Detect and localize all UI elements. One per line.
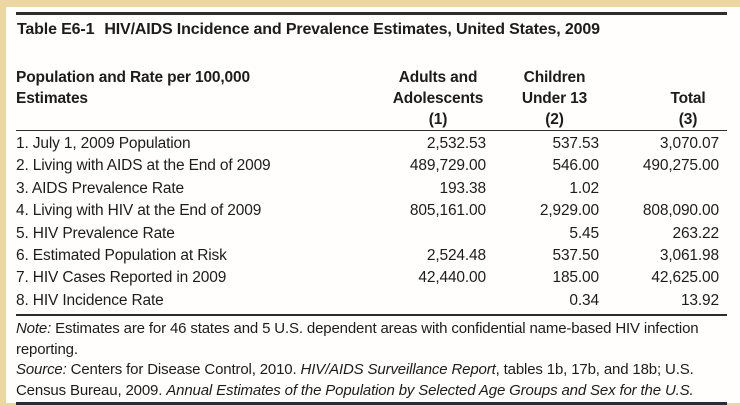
column-header-adults: Adults and Adolescents (1) xyxy=(378,67,498,131)
stub-header: Population and Rate per 100,000 Estimate… xyxy=(16,67,378,131)
cell-adults: 805,161.00 xyxy=(409,202,486,220)
row-label: 8. HIV Incidence Rate xyxy=(16,289,378,317)
row-label: 7. HIV Cases Reported in 2009 xyxy=(16,269,227,287)
cell-children: 5.45 xyxy=(569,224,599,242)
table-row: 1. July 1, 2009 Population 2,532.53 537.… xyxy=(16,131,727,156)
row-label: 6. Estimated Population at Risk xyxy=(16,247,227,265)
cell-children: 546.00 xyxy=(552,157,599,175)
row-label: 1. July 1, 2009 Population xyxy=(16,135,191,152)
row-label: 4. Living with HIV at the End of 2009 xyxy=(16,202,262,220)
table-row: 6. Estimated Population at Risk 2,524.48… xyxy=(16,245,727,267)
cell-adults: 193.38 xyxy=(439,179,486,197)
cell-total: 263.22 xyxy=(672,224,719,242)
row-label: 3. AIDS Prevalence Rate xyxy=(16,179,185,197)
note-prefix: Note: xyxy=(16,320,52,338)
note-paragraph: Note: Estimates are for 46 states and 5 … xyxy=(16,319,727,360)
cell-total: 42,625.00 xyxy=(651,269,719,287)
row-label: 2. Living with AIDS at the End of 2009 xyxy=(16,157,271,175)
table-row: 8. HIV Incidence Rate 0.34 13.92 xyxy=(16,289,727,317)
cell-children: 185.00 xyxy=(552,269,599,287)
cell-children: 0.34 xyxy=(498,289,611,317)
bottom-divider xyxy=(16,402,727,406)
source-italic-title-1: HIV/AIDS Surveillance Report xyxy=(300,361,496,379)
source-prefix: Source: xyxy=(16,361,67,379)
column-header-children: Children Under 13 (2) xyxy=(498,67,611,131)
cell-adults: 42,440.00 xyxy=(418,269,486,287)
table-header: Population and Rate per 100,000 Estimate… xyxy=(16,67,727,131)
top-divider xyxy=(16,12,727,15)
table-row: 3. AIDS Prevalence Rate 193.38 1.02 xyxy=(16,178,727,200)
cell-total xyxy=(611,178,727,200)
table-panel: Table E6-1 HIV/AIDS Incidence and Prevale… xyxy=(6,7,740,406)
cell-total: 3,070.07 xyxy=(659,135,719,152)
table-row: 5. HIV Prevalence Rate 5.45 263.22 xyxy=(16,223,727,245)
cell-adults: 489,729.00 xyxy=(409,157,486,175)
column-header-total: Total (3) xyxy=(611,67,727,131)
row-label: 5. HIV Prevalence Rate xyxy=(16,224,175,242)
source-italic-title-2: Annual Estimates of the Population by Se… xyxy=(166,381,694,399)
cell-adults: 2,524.48 xyxy=(426,247,486,265)
cell-adults xyxy=(378,289,498,317)
source-text-2: , tables 1b, 17b, and 18b; U.S. Census B… xyxy=(16,361,694,399)
cell-children: 2,929.00 xyxy=(539,202,599,220)
table-body: 1. July 1, 2009 Population 2,532.53 537.… xyxy=(16,131,727,317)
table-row: 4. Living with HIV at the End of 2009 80… xyxy=(16,200,727,222)
table-row: 7. HIV Cases Reported in 2009 42,440.00 … xyxy=(16,267,727,289)
table-row: 2. Living with AIDS at the End of 2009 4… xyxy=(16,155,727,177)
stub-header-line1: Population and Rate per 100,000 xyxy=(16,69,250,86)
cell-total: 808,090.00 xyxy=(642,202,719,220)
data-table: Population and Rate per 100,000 Estimate… xyxy=(16,67,727,317)
cell-adults xyxy=(378,223,498,245)
cell-children: 537.50 xyxy=(552,247,599,265)
stub-header-line2: Estimates xyxy=(16,90,88,107)
table-title-bar: Table E6-1 HIV/AIDS Incidence and Prevale… xyxy=(16,18,727,43)
table-notes: Note: Estimates are for 46 states and 5 … xyxy=(16,316,727,401)
cell-total: 490,275.00 xyxy=(642,157,719,175)
note-text: Estimates are for 46 states and 5 U.S. d… xyxy=(16,320,699,358)
cell-children: 1.02 xyxy=(569,179,599,197)
cell-total: 3,061.98 xyxy=(659,247,719,265)
cell-children: 537.53 xyxy=(552,135,599,152)
table-number-label: Table E6-1 xyxy=(17,21,95,38)
table-title: HIV/AIDS Incidence and Prevalence Estima… xyxy=(104,21,600,38)
source-paragraph: Source: Centers for Disease Control, 201… xyxy=(16,360,727,401)
cell-total: 13.92 xyxy=(611,289,727,317)
source-text-1: Centers for Disease Control, 2010. xyxy=(66,361,301,379)
cell-adults: 2,532.53 xyxy=(426,135,486,152)
header-row: Population and Rate per 100,000 Estimate… xyxy=(16,67,727,131)
